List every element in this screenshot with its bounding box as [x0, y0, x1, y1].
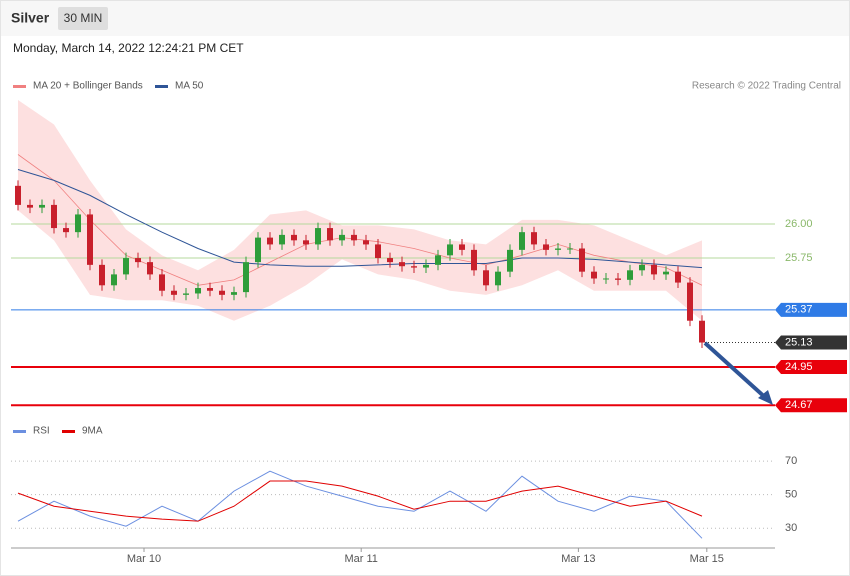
- candle-body: [687, 282, 693, 321]
- candle-body: [291, 234, 297, 241]
- moving-average: [17, 154, 703, 286]
- candle-body: [363, 240, 369, 245]
- candle-body: [663, 271, 669, 275]
- level-label: 24.95: [785, 361, 813, 373]
- candle-body: [339, 234, 345, 241]
- candle-body: [75, 214, 81, 233]
- candle-body: [135, 258, 141, 263]
- rsi-line: [17, 480, 703, 522]
- forecast-arrow: [703, 341, 770, 402]
- legend-swatch: [62, 430, 75, 433]
- x-tick-label: Mar 11: [344, 553, 377, 565]
- candle-body: [315, 228, 321, 245]
- candle-body: [111, 274, 117, 286]
- x-tick-label: Mar 15: [690, 553, 724, 565]
- candle-body: [63, 228, 69, 233]
- candle-body: [123, 258, 129, 275]
- candle-body: [387, 258, 393, 263]
- candle-body: [567, 248, 573, 250]
- candle-body: [615, 278, 621, 280]
- level-badge: [775, 302, 847, 317]
- candle-body: [531, 232, 537, 245]
- candle-body: [327, 228, 333, 241]
- candle-body: [651, 264, 657, 275]
- instrument: Silver: [11, 10, 50, 26]
- candle-body: [483, 270, 489, 286]
- interval-pill[interactable]: [58, 7, 108, 30]
- level-label: 24.67: [785, 399, 813, 411]
- candle-body: [147, 262, 153, 275]
- y-tick-label: 30: [785, 522, 797, 534]
- candle-body: [699, 320, 705, 343]
- credit: Research © 2022 Trading Central: [692, 81, 841, 92]
- candle-body: [555, 248, 561, 250]
- candle-body: [627, 270, 633, 280]
- candle-body: [51, 204, 57, 229]
- candle-body: [195, 288, 201, 294]
- level-badge: [775, 398, 847, 413]
- candle-body: [255, 237, 261, 263]
- candle-body: [507, 249, 513, 272]
- candle-body: [459, 244, 465, 250]
- legend-swatch: [13, 430, 26, 433]
- level-label: 25.75: [785, 252, 813, 264]
- bollinger-band: [18, 100, 702, 321]
- candle-body: [207, 288, 213, 291]
- moving-average: [17, 169, 703, 269]
- candle-body: [675, 271, 681, 283]
- candle-body: [495, 271, 501, 286]
- candle-body: [39, 204, 45, 208]
- candle-body: [447, 244, 453, 256]
- header-bar: [1, 1, 849, 36]
- x-tick-label: Mar 10: [127, 553, 161, 565]
- arrow-head: [758, 390, 773, 405]
- candle-body: [159, 274, 165, 291]
- candle-body: [471, 249, 477, 271]
- candle-body: [267, 237, 273, 245]
- x-tick-label: Mar 13: [561, 553, 595, 565]
- candle-body: [231, 292, 237, 295]
- candle-body: [15, 185, 21, 205]
- level-badge: [775, 360, 847, 375]
- legend-label: MA 50: [175, 81, 204, 92]
- candle-body: [171, 290, 177, 295]
- candle-body: [219, 290, 225, 295]
- legend-label: 9MA: [82, 426, 103, 437]
- candle-body: [243, 262, 249, 293]
- rsi-line: [17, 470, 703, 539]
- candle-body: [423, 264, 429, 268]
- legend-swatch: [155, 85, 168, 88]
- legend-label: MA 20 + Bollinger Bands: [33, 81, 143, 92]
- legend-swatch: [13, 85, 26, 88]
- candle-body: [603, 278, 609, 280]
- candle-body: [375, 244, 381, 259]
- candle-body: [99, 264, 105, 286]
- interval[interactable]: 30 MIN: [64, 11, 103, 25]
- candle-body: [411, 266, 417, 268]
- y-tick-label: 70: [785, 455, 797, 467]
- candle-body: [303, 240, 309, 245]
- candle-body: [399, 262, 405, 267]
- candle-body: [87, 214, 93, 265]
- legend-label: RSI: [33, 426, 50, 437]
- candle-body: [519, 232, 525, 250]
- y-tick-label: 50: [785, 489, 797, 501]
- level-label: 25.13: [785, 336, 813, 348]
- candle-body: [579, 248, 585, 272]
- level-badge: [775, 335, 847, 350]
- candle-body: [27, 204, 33, 208]
- candle-body: [351, 234, 357, 241]
- candle-body: [639, 264, 645, 271]
- timestamp: Monday, March 14, 2022 12:24:21 PM CET: [13, 41, 244, 55]
- candle-body: [543, 244, 549, 250]
- candle-body: [183, 293, 189, 295]
- candle-body: [591, 271, 597, 279]
- level-label: 26.00: [785, 218, 813, 230]
- candle-body: [279, 234, 285, 245]
- level-label: 25.37: [785, 304, 813, 316]
- candle-body: [435, 255, 441, 265]
